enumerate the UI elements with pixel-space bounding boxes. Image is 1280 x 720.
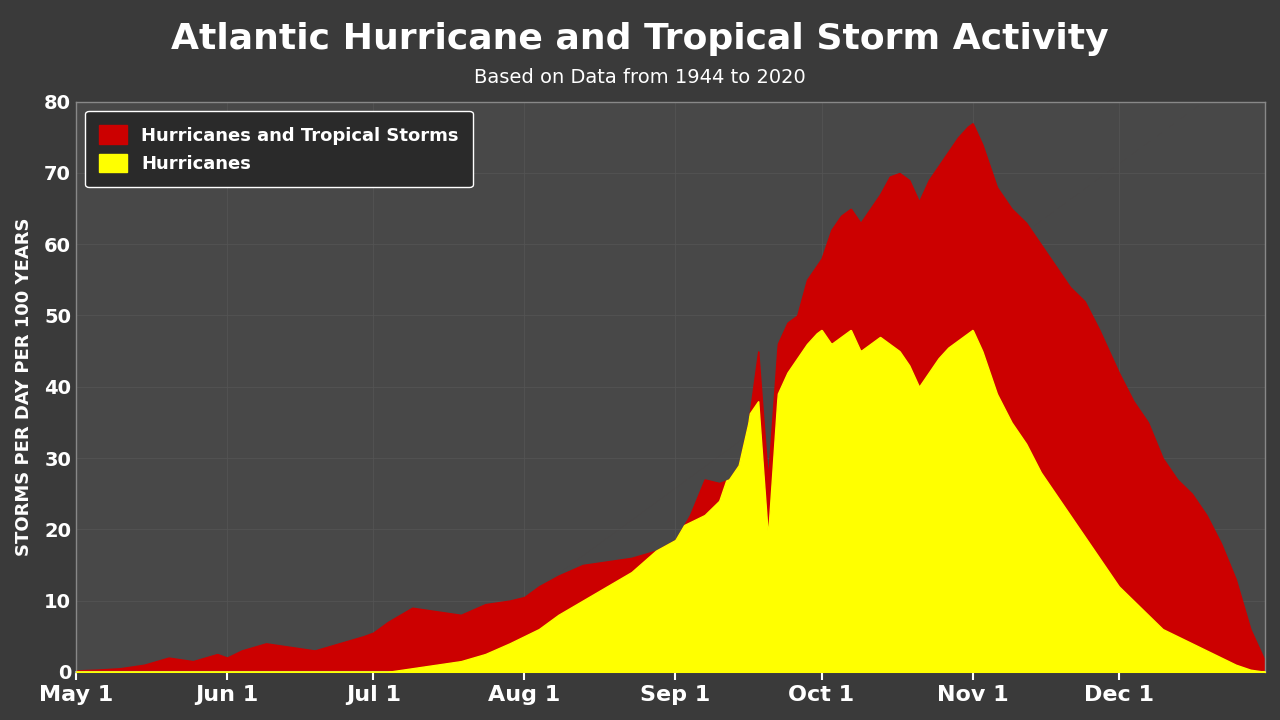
Text: Atlantic Hurricane and Tropical Storm Activity: Atlantic Hurricane and Tropical Storm Ac…: [172, 22, 1108, 55]
Y-axis label: STORMS PER DAY PER 100 YEARS: STORMS PER DAY PER 100 YEARS: [15, 217, 33, 556]
Text: Based on Data from 1944 to 2020: Based on Data from 1944 to 2020: [474, 68, 806, 87]
Legend: Hurricanes and Tropical Storms, Hurricanes: Hurricanes and Tropical Storms, Hurrican…: [84, 111, 472, 187]
